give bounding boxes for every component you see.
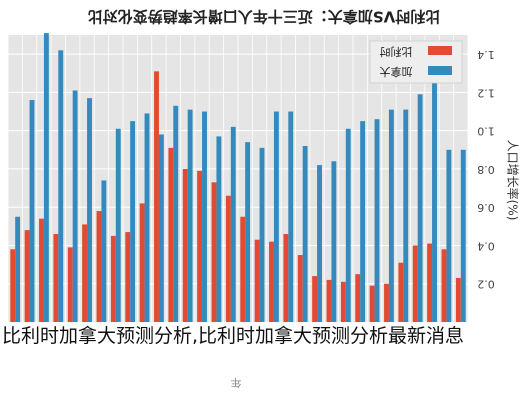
x-axis-label-text: 年: [231, 376, 242, 390]
bar-series-0-12: [182, 168, 188, 322]
bar-series-0-4: [67, 247, 73, 322]
y-tick-label-0: 0.2: [477, 278, 495, 291]
bar-series-0-10: [154, 71, 159, 322]
bar-series-0-22: [326, 279, 332, 322]
bar-series-0-23: [340, 281, 346, 322]
bar-series-0-5: [82, 224, 88, 322]
bar-series-1-1: [29, 100, 35, 322]
bar-series-0-3: [53, 233, 59, 322]
bar-series-1-13: [202, 111, 207, 323]
bar-series-0-18: [269, 241, 274, 322]
bar-series-1-28: [417, 94, 423, 323]
legend-swatch-series-1: [428, 66, 452, 75]
bar-series-1-24: [360, 121, 366, 322]
bar-series-0-0: [10, 249, 16, 322]
bar-series-0-14: [211, 182, 217, 322]
y-tick-label-6: 1.4: [477, 48, 495, 61]
bar-series-0-1: [24, 230, 30, 322]
bar-series-1-30: [446, 149, 452, 322]
x-axis-label: 年: [231, 376, 242, 390]
bar-series-1-3: [58, 50, 64, 322]
bars-layer: [10, 33, 466, 323]
bar-series-1-14: [216, 136, 222, 322]
bar-series-0-20: [297, 255, 303, 322]
legend-swatch-series-0: [428, 46, 452, 55]
bar-series-0-9: [139, 203, 145, 322]
bar-series-1-9: [144, 113, 150, 323]
bar-series-0-28: [412, 245, 418, 322]
bar-series-1-19: [288, 111, 294, 323]
bar-series-1-29: [432, 80, 437, 322]
bar-series-1-5: [87, 98, 92, 322]
caption-text: 比利时加拿大预测分析,比利时加拿大预测分析最新消息: [2, 324, 529, 348]
bar-series-1-4: [72, 90, 78, 322]
bar-series-0-2: [39, 218, 44, 322]
bar-series-1-22: [331, 161, 337, 322]
bar-series-1-8: [130, 121, 136, 322]
y-axis-ticks: 0.2 0.4 0.6 0.8 1.0 1.2 1.4: [477, 48, 495, 291]
bar-series-1-12: [187, 109, 193, 323]
bar-series-0-29: [427, 243, 433, 322]
y-axis-label-text: 人口增长率(%): [506, 140, 521, 221]
bar-series-1-6: [101, 180, 107, 322]
bar-series-0-6: [96, 211, 102, 322]
bar-series-0-17: [254, 239, 260, 322]
bar-series-1-26: [388, 109, 394, 323]
bar-series-1-7: [115, 128, 121, 322]
bar-series-1-16: [245, 142, 251, 322]
bar-series-0-7: [110, 235, 116, 322]
bar-series-1-27: [403, 109, 409, 323]
bar-series-1-23: [345, 128, 351, 322]
bar-series-0-13: [197, 170, 203, 322]
bar-series-0-8: [125, 232, 131, 322]
chart-title: 比利时VS加拿大：近三十年人口增长率趋势变化对比: [88, 8, 440, 26]
y-tick-label-4: 1.0: [477, 125, 495, 138]
bar-series-1-11: [173, 105, 179, 322]
bar-series-1-10: [158, 134, 164, 322]
y-axis-label: 人口增长率(%): [506, 140, 521, 221]
bar-series-0-26: [384, 283, 389, 322]
bar-series-0-25: [369, 285, 375, 322]
bar-series-0-19: [283, 233, 289, 322]
y-tick-label-5: 1.2: [477, 86, 495, 99]
legend-label-series-1: 加拿大: [380, 65, 413, 79]
bar-series-1-25: [374, 119, 380, 322]
y-tick-label-1: 0.4: [477, 239, 495, 252]
legend-label-series-0: 比利时: [380, 45, 413, 58]
bar-series-0-24: [355, 274, 361, 322]
bar-series-0-30: [441, 249, 447, 322]
bar-series-0-31: [455, 277, 461, 322]
bar-series-0-11: [168, 147, 174, 322]
bar-series-1-31: [460, 149, 466, 322]
bar-series-1-17: [259, 147, 265, 322]
y-tick-label-2: 0.6: [477, 201, 495, 214]
legend: 比利时 加拿大: [369, 40, 463, 84]
bar-series-1-21: [317, 165, 322, 322]
bar-series-1-2: [43, 33, 49, 322]
bar-series-0-15: [225, 195, 231, 322]
bar-series-0-21: [312, 276, 318, 322]
y-tick-label-3: 0.8: [477, 163, 495, 176]
chart-title-text: 比利时VS加拿大：近三十年人口增长率趋势变化对比: [88, 8, 440, 26]
bar-series-0-27: [398, 262, 404, 322]
bar-series-0-16: [240, 216, 246, 322]
bar-series-1-20: [302, 145, 308, 322]
bar-series-1-0: [15, 216, 21, 322]
bar-series-1-15: [230, 126, 236, 322]
bar-series-1-18: [273, 111, 279, 323]
